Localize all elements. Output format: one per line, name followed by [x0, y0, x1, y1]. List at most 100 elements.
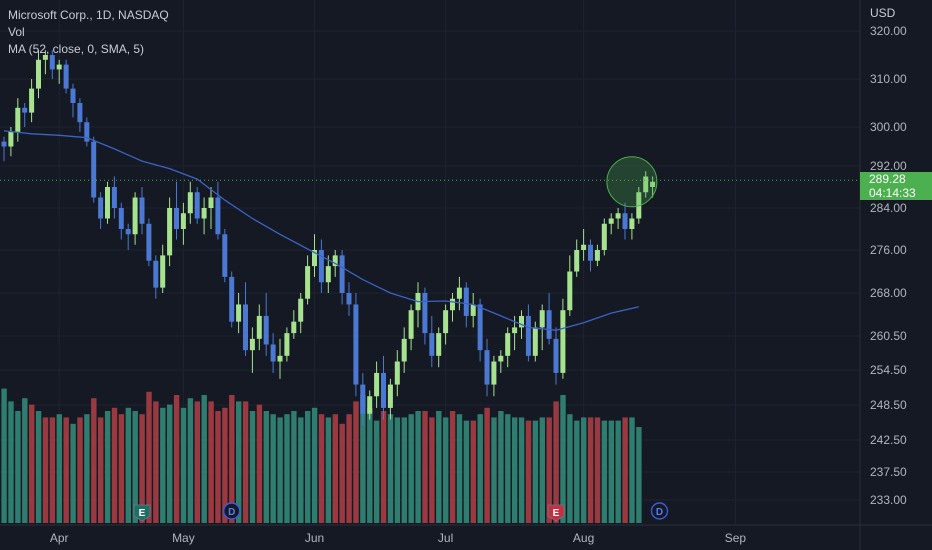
- volume-bar: [160, 407, 166, 523]
- candle-body: [339, 255, 345, 293]
- candle-body: [470, 304, 476, 316]
- volume-indicator-label[interactable]: Vol: [8, 25, 25, 39]
- volume-bar: [263, 411, 269, 523]
- volume-bar: [594, 417, 601, 523]
- ma-52-line: [3, 130, 639, 331]
- volume-bar: [498, 411, 504, 523]
- earnings-marker: E: [133, 504, 151, 522]
- volume-bar: [208, 401, 214, 523]
- volume-bar: [512, 417, 518, 523]
- x-tick-label: May: [172, 531, 195, 545]
- candle-body: [249, 338, 255, 351]
- dividend-label: D: [228, 507, 235, 518]
- volume-bar: [318, 414, 325, 523]
- candle-body: [367, 396, 373, 414]
- candle-body: [422, 293, 428, 334]
- candle-body: [36, 59, 41, 89]
- candle-body: [243, 304, 248, 351]
- y-tick-label: 242.50: [870, 433, 907, 447]
- candle-body: [229, 276, 235, 322]
- candle-body: [84, 122, 90, 142]
- candle-body: [291, 321, 297, 334]
- earnings-label: E: [139, 508, 146, 519]
- volume-bar: [277, 417, 283, 523]
- candle-body: [436, 333, 442, 356]
- candle-body: [118, 208, 124, 229]
- candle-body: [15, 107, 21, 132]
- volume-bar: [374, 420, 380, 523]
- candle-body: [49, 55, 55, 70]
- candle-body: [132, 197, 138, 235]
- currency-label: USD: [870, 6, 896, 20]
- volume-bar: [56, 414, 62, 523]
- volume-bar: [291, 411, 297, 523]
- volume-bar: [91, 398, 97, 523]
- volume-bar: [311, 407, 318, 523]
- volume-bar: [8, 401, 14, 523]
- candle-body: [581, 244, 587, 250]
- volume-bar: [463, 420, 470, 523]
- candle-body: [539, 310, 545, 328]
- volume-bar: [270, 414, 276, 523]
- bar-countdown: 04:14:33: [869, 186, 916, 200]
- volume-bar: [587, 417, 594, 523]
- candle-body: [594, 250, 600, 261]
- candle-body: [353, 304, 359, 385]
- candle-body: [187, 192, 193, 214]
- volume-bar: [49, 417, 56, 523]
- volume-bar: [505, 414, 511, 523]
- candle-body: [1, 141, 7, 147]
- candle-body: [622, 213, 628, 229]
- volume-bar: [622, 417, 628, 523]
- volume-bar: [1, 388, 7, 523]
- candle-body: [429, 333, 435, 356]
- time-axis[interactable]: Apr May Jun Jul Aug Sep: [50, 531, 747, 545]
- volume-bar: [325, 417, 332, 523]
- candle-body: [553, 338, 559, 373]
- price-axis[interactable]: 233.00 237.50 242.50 248.50 254.50 260.50 268.…: [870, 24, 907, 507]
- volume-bar: [35, 411, 42, 523]
- candle-body: [146, 223, 152, 261]
- dividend-label: D: [656, 507, 663, 518]
- candle-body: [360, 384, 366, 414]
- volume-bar: [139, 414, 145, 523]
- volume-bar: [491, 417, 497, 523]
- moving-average-line: [3, 130, 639, 331]
- candle-body: [111, 187, 117, 208]
- symbol-title[interactable]: Microsoft Corp., 1D, NASDAQ: [8, 8, 169, 22]
- volume-bar: [70, 423, 76, 523]
- dividend-badge: [222, 502, 241, 520]
- candle-body: [215, 197, 221, 235]
- volume-bar: [525, 420, 532, 523]
- candle-body: [519, 315, 524, 328]
- candle-body: [588, 244, 593, 261]
- volume-bar: [394, 417, 401, 523]
- volume-bar: [256, 404, 263, 523]
- volume-bar: [22, 398, 28, 523]
- y-tick-label: 233.00: [870, 493, 907, 507]
- candle-body: [491, 361, 497, 385]
- candle-body: [374, 372, 380, 397]
- candle-body: [332, 255, 338, 267]
- candle-body: [401, 338, 407, 362]
- candle-body: [8, 131, 14, 147]
- candle-body: [208, 197, 214, 208]
- volume-bar: [353, 401, 359, 523]
- earnings-badge: [133, 504, 151, 522]
- dividend-badge: [650, 502, 669, 520]
- earnings-label: E: [553, 508, 560, 519]
- candle-body: [174, 208, 179, 229]
- volume-bar: [581, 417, 587, 523]
- ma-indicator-label[interactable]: MA (52, close, 0, SMA, 5): [8, 42, 145, 56]
- earnings-badge: [547, 504, 565, 522]
- last-price-tag: 289.28 04:14:33: [860, 172, 932, 200]
- candle-body: [180, 213, 186, 229]
- volume-bar: [298, 417, 304, 523]
- volume-bar: [532, 420, 539, 523]
- candle-body: [22, 107, 28, 113]
- volume-bar: [477, 414, 483, 523]
- dividend-marker: D: [650, 502, 669, 520]
- volume-bar: [539, 417, 545, 523]
- volume-bar: [284, 414, 290, 523]
